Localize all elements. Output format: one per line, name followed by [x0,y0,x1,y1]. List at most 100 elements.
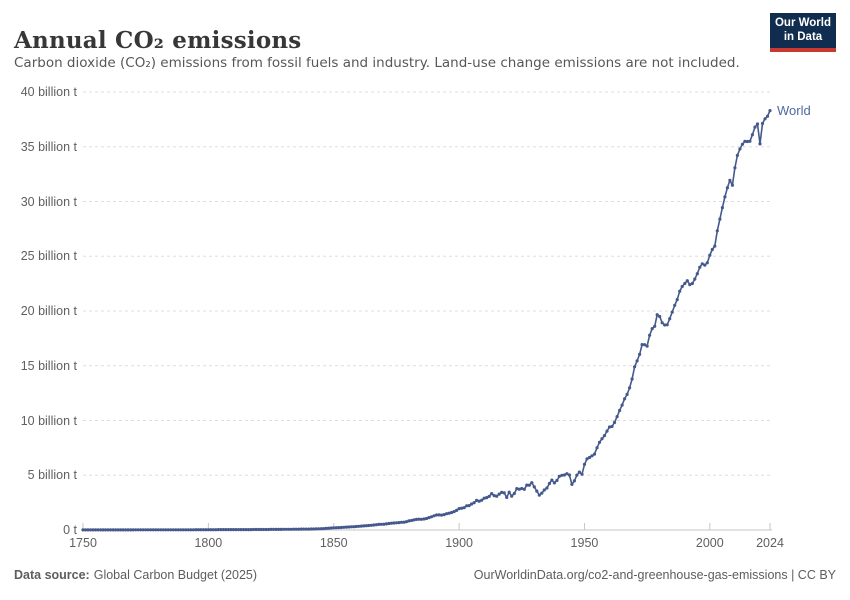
data-point-marker[interactable] [597,440,602,444]
data-point-marker[interactable] [678,289,682,293]
data-point-marker[interactable] [718,217,722,221]
data-point-marker[interactable] [532,485,536,489]
data-point-marker[interactable] [658,314,662,319]
data-point-marker[interactable] [249,528,253,532]
data-point-marker[interactable] [633,365,637,369]
data-point-marker[interactable] [567,473,572,477]
data-point-marker[interactable] [256,527,261,532]
data-point-marker[interactable] [427,516,431,520]
data-point-marker[interactable] [623,397,627,401]
data-point-marker[interactable] [580,472,584,476]
data-point-marker[interactable] [309,527,313,531]
world-line[interactable] [82,109,771,531]
data-point-marker[interactable] [595,446,599,450]
data-point-marker[interactable] [159,528,163,532]
data-point-marker[interactable] [116,528,120,532]
data-point-marker[interactable] [500,490,504,494]
data-point-marker[interactable] [261,527,266,532]
data-point-marker[interactable] [768,109,772,113]
data-point-marker[interactable] [582,462,587,466]
data-point-marker[interactable] [743,139,747,143]
data-point-marker[interactable] [216,528,220,532]
data-point-marker[interactable] [322,527,326,531]
data-point-marker[interactable] [660,321,664,325]
data-point-marker[interactable] [570,482,574,486]
data-point-marker[interactable] [337,526,341,530]
data-point-marker[interactable] [653,324,657,328]
data-point-marker[interactable] [535,489,539,493]
data-point-marker[interactable] [369,523,373,527]
data-point-marker[interactable] [307,527,311,531]
data-point-marker[interactable] [149,528,153,532]
data-point-marker[interactable] [422,517,426,521]
data-point-marker[interactable] [695,272,699,276]
data-point-marker[interactable] [196,528,200,532]
data-point-marker[interactable] [214,528,218,532]
data-point-marker[interactable] [181,528,185,532]
data-point-marker[interactable] [372,523,376,527]
data-point-marker[interactable] [417,517,421,521]
data-point-marker[interactable] [497,492,501,496]
data-point-marker[interactable] [109,528,113,532]
data-point-marker[interactable] [750,133,755,137]
data-point-marker[interactable] [221,528,225,532]
data-point-marker[interactable] [703,263,707,267]
data-point-marker[interactable] [284,527,288,531]
data-point-marker[interactable] [475,498,479,502]
data-point-marker[interactable] [379,522,383,526]
data-point-marker[interactable] [382,522,386,526]
data-point-marker[interactable] [319,527,323,531]
data-point-marker[interactable] [119,528,123,532]
data-point-marker[interactable] [434,513,439,517]
data-point-marker[interactable] [334,526,338,530]
data-point-marker[interactable] [745,139,750,144]
data-point-marker[interactable] [136,528,140,532]
series-label-world[interactable]: World [777,102,811,118]
data-point-marker[interactable] [274,527,278,532]
data-point-marker[interactable] [512,491,516,496]
data-point-marker[interactable] [550,478,554,482]
data-point-marker[interactable] [129,528,133,532]
data-point-marker[interactable] [728,178,732,182]
data-point-marker[interactable] [477,499,481,503]
owid-logo[interactable]: Our World in Data [770,13,836,52]
data-point-marker[interactable] [547,481,552,486]
data-point-marker[interactable] [134,528,138,532]
data-point-marker[interactable] [432,514,436,518]
data-point-marker[interactable] [735,153,740,157]
data-point-marker[interactable] [156,528,160,532]
data-point-marker[interactable] [760,121,765,126]
data-point-marker[interactable] [472,501,476,505]
data-point-marker[interactable] [121,528,125,532]
data-point-marker[interactable] [540,491,544,495]
data-point-marker[interactable] [429,515,434,519]
data-point-marker[interactable] [457,507,461,511]
data-point-marker[interactable] [585,457,589,461]
data-point-marker[interactable] [480,498,484,502]
data-point-marker[interactable] [111,528,115,532]
data-point-marker[interactable] [272,527,276,532]
data-point-marker[interactable] [384,522,388,526]
data-point-marker[interactable] [470,502,474,506]
data-point-marker[interactable] [708,253,712,257]
data-point-marker[interactable] [612,420,617,425]
data-point-marker[interactable] [96,528,100,532]
data-point-marker[interactable] [339,525,343,530]
data-point-marker[interactable] [607,425,612,429]
data-point-marker[interactable] [530,481,534,485]
data-point-marker[interactable] [680,284,684,289]
data-point-marker[interactable] [169,528,173,532]
data-point-marker[interactable] [758,142,762,146]
data-point-marker[interactable] [349,525,353,529]
data-point-marker[interactable] [101,528,105,532]
data-point-marker[interactable] [327,526,331,530]
data-point-marker[interactable] [555,478,559,483]
data-point-marker[interactable] [367,523,371,528]
data-point-marker[interactable] [357,524,361,528]
data-point-marker[interactable] [605,429,609,433]
data-point-marker[interactable] [748,139,752,143]
data-point-marker[interactable] [279,527,283,532]
data-point-marker[interactable] [294,527,298,531]
data-point-marker[interactable] [399,520,403,524]
data-point-marker[interactable] [460,506,464,510]
